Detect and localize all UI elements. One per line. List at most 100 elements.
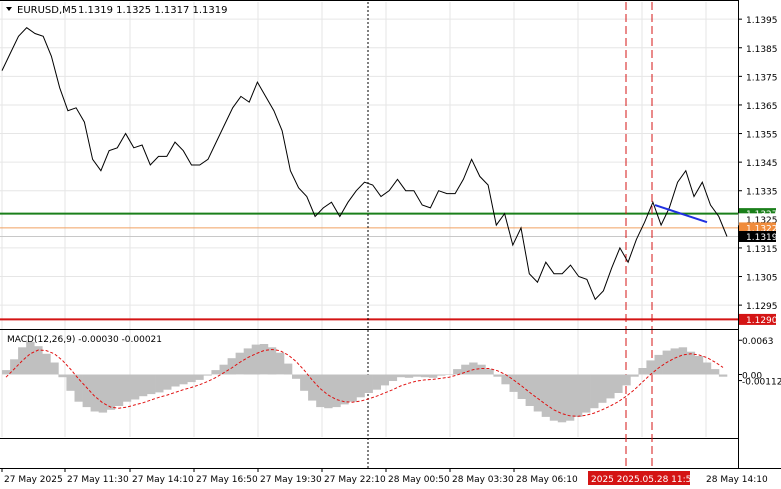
macd-bar [694,356,704,375]
macd-bar [283,363,293,375]
macd-bar [348,374,357,402]
macd-tick-label: 0.0063 [742,337,774,347]
macd-bar [179,374,188,385]
red-level-label-bg [739,313,776,325]
macd-bar [171,374,180,387]
macd-bar [437,374,446,376]
macd-bar [622,374,631,386]
time-tick-label: 27 May 14:10 [132,475,194,485]
triangle-down-icon[interactable] [6,7,12,11]
macd-bar [590,374,599,409]
macd-bar [26,341,35,375]
symbol-label: EURUSD,M5 [17,5,77,16]
macd-bar [308,374,317,401]
macd-bar [654,354,663,375]
macd-bar [58,374,67,378]
grid [0,2,738,437]
macd-bar [573,374,583,417]
macd-bar [686,351,696,375]
macd-bar [106,374,116,410]
macd-bar [565,374,575,421]
macd-bar [445,374,454,375]
time-tick-label: 27 May 22:10 [324,475,386,485]
macd-bar [219,364,228,375]
macd-bar [90,374,99,412]
macd-bar [98,374,108,413]
macd-bar [461,364,470,375]
macd-bar [533,374,543,412]
macd-bar [541,374,551,417]
macd-bar [517,374,526,399]
macd-bar [114,374,124,406]
macd-bar [316,374,325,408]
macd-bar [453,369,462,375]
macd-bar [702,362,712,375]
macd-bar [211,370,220,375]
macd-bar [2,370,11,375]
macd-bar [364,374,373,393]
macd-bar [380,374,389,386]
macd-bar [324,374,333,409]
macd-bar [203,374,212,376]
macd-bar [606,374,615,399]
macd-bar [525,374,534,406]
macd-bar [251,344,261,375]
macd-bar [614,374,623,393]
macd-bar [138,374,148,397]
orange-level-label-bg [739,222,776,234]
macd-bar [300,374,309,391]
macd-bar [396,374,406,378]
macd-bar [227,358,236,375]
last-close-label-bg [739,230,776,242]
time-highlight-bg [588,471,690,485]
current-price-label: 1.1325 [746,216,778,226]
price-tick-label: 1.1345 [746,159,778,169]
macd-bar [485,369,494,375]
macd-bar [420,374,430,378]
macd-bar [557,374,567,423]
macd-signal-line [5,348,724,417]
macd-bar [469,362,478,375]
price-tick-label: 1.1375 [746,73,778,83]
macd-bar [509,374,518,392]
macd-bar [372,374,381,390]
price-tick-label: 1.1365 [746,102,778,112]
trend-line[interactable] [654,204,708,224]
macd-bar [598,374,607,403]
macd-bar [582,374,591,413]
macd-bar [155,374,164,393]
macd-tick-label: -0.00112 [742,378,781,388]
price-tick-label: 1.1385 [746,45,778,55]
macd-bar [34,346,43,375]
macd-bar [18,347,27,375]
macd-bar [243,348,253,375]
macd-bar [187,374,196,383]
macd-bar [388,374,398,381]
macd-bar [638,368,647,375]
macd-bar [356,374,365,398]
price-line [1,27,728,301]
macd-bar [718,374,728,377]
price-tick-label: 1.1295 [746,302,778,312]
time-tick-label: 27 May 2025 [4,475,63,485]
macd-bar [267,347,277,375]
price-tick-label: 1.1305 [746,274,778,284]
macd-bar [630,374,639,377]
macd-bar [235,352,244,375]
macd-bar [122,374,132,402]
macd-bar [259,344,269,375]
price-axis: 1.1395 1.1385 1.1375 1.1365 1.1355 1.1345 1.13… [738,16,778,312]
macd-bar [404,374,414,378]
macd-axis: 0.0063 0.00-0.00112 [738,337,781,388]
macd-histogram [2,341,728,423]
macd-bar [82,374,91,408]
ohlc-values: 1.1319 1.1325 1.1317 1.1319 [78,5,228,16]
time-tick-label: 28 May 03:30 [452,475,514,485]
macd-label: MACD(12,26,9) -0.00030 -0.00021 [7,335,162,345]
price-tick-label: 1.1355 [746,131,778,141]
last-close-label: 1.1319 [746,233,778,243]
